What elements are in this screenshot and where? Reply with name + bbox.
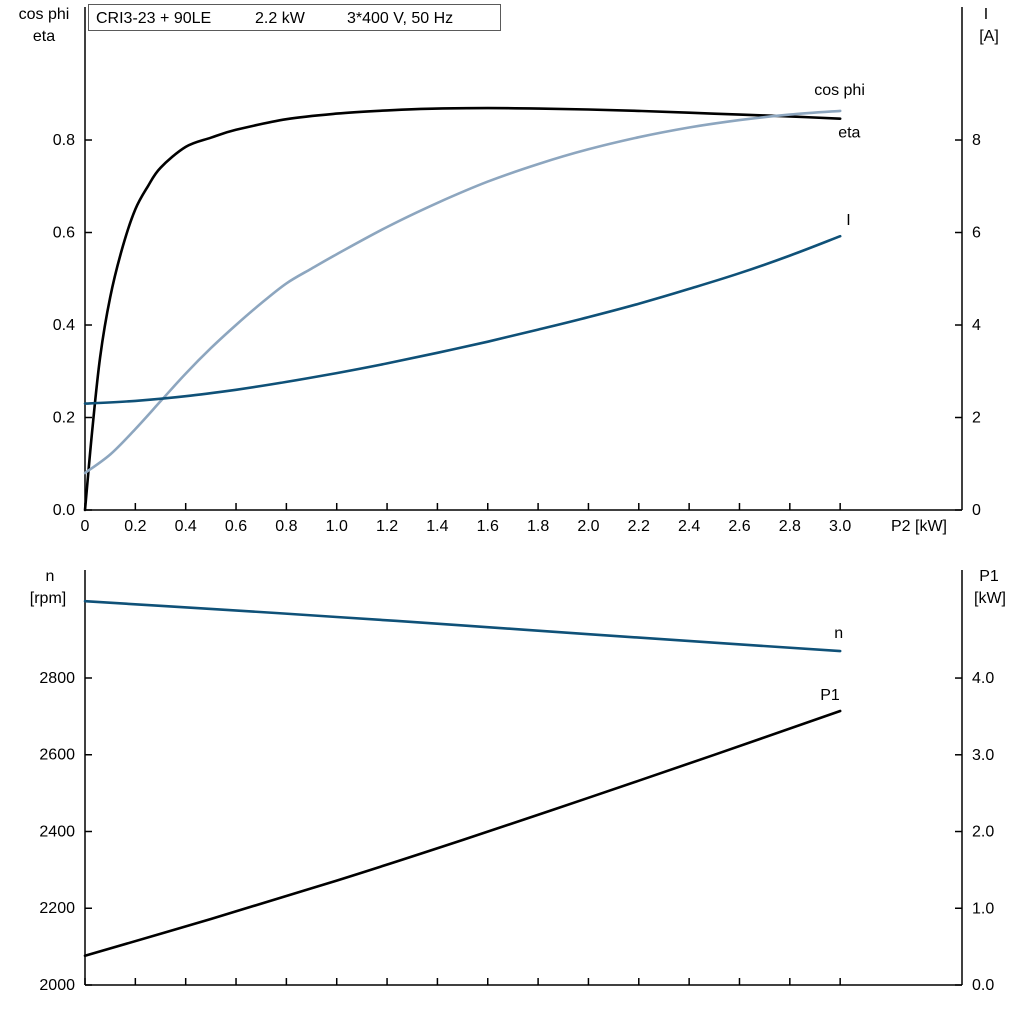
- y-right-tick-label: 0: [972, 502, 981, 519]
- y-right-tick-label: 1.0: [972, 900, 994, 917]
- x-tick-label: 0.4: [175, 518, 197, 535]
- x-tick-label: 2.2: [628, 518, 650, 535]
- series-label-eta: eta: [838, 125, 860, 142]
- y-left-tick-label: 0.2: [53, 410, 75, 427]
- series-label-P1: P1: [820, 687, 840, 704]
- axes: [84, 570, 963, 986]
- pump-power-label: 2.2 kW: [255, 10, 306, 27]
- x-axis-title: P2 [kW]: [891, 518, 947, 535]
- top-left-axis-title-line2: eta: [33, 28, 55, 45]
- y-left-tick-label: 2400: [39, 823, 75, 840]
- series-label-I: I: [846, 212, 850, 229]
- x-tick-label: 1.2: [376, 518, 398, 535]
- top-left-axis-title-line1: cos phi: [19, 6, 70, 23]
- pump-model-label: CRI3-23 + 90LE: [96, 10, 211, 27]
- y-right-tick-label: 8: [972, 132, 981, 149]
- y-right-tick-label: 3.0: [972, 747, 994, 764]
- series-line-eta: [83, 106, 842, 512]
- series-line-P1: [83, 709, 842, 958]
- x-tick-label: 1.6: [477, 518, 499, 535]
- x-tick-label: 2.4: [678, 518, 700, 535]
- y-right-tick-label: 4: [972, 317, 981, 334]
- y-right-tick-label: 2: [972, 410, 981, 427]
- series-label-n: n: [834, 625, 843, 642]
- y-left-tick-label: 2200: [39, 900, 75, 917]
- x-tick-label: 0.8: [275, 518, 297, 535]
- x-tick-label: 0.2: [124, 518, 146, 535]
- y-left-tick-label: 2000: [39, 977, 75, 994]
- top-right-axis-title-line2: [A]: [979, 28, 999, 45]
- series-line-cos-phi: [83, 109, 842, 475]
- bottom-left-axis-title-line1: n: [46, 568, 55, 585]
- series-label-cos-phi: cos phi: [814, 82, 865, 99]
- bottom-left-axis-title-line2: [rpm]: [30, 590, 66, 607]
- y-left-tick-label: 0.0: [53, 502, 75, 519]
- y-right-tick-label: 6: [972, 225, 981, 242]
- x-tick-label: 2.0: [577, 518, 599, 535]
- x-tick-label: 0: [81, 518, 90, 535]
- y-right-tick-label: 0.0: [972, 977, 994, 994]
- x-tick-label: 1.8: [527, 518, 549, 535]
- y-left-tick-label: 0.4: [53, 317, 75, 334]
- top-right-axis-title-line1: I: [984, 6, 988, 23]
- y-right-tick-label: 4.0: [972, 670, 994, 687]
- y-right-tick-label: 2.0: [972, 824, 994, 841]
- pump-voltage-frequency-label: 3*400 V, 50 Hz: [347, 10, 453, 27]
- series-line-I: [83, 234, 842, 405]
- bottom-right-axis-title-line1: P1: [979, 568, 999, 585]
- axes: [84, 7, 963, 511]
- x-tick-label: 2.8: [779, 518, 801, 535]
- x-tick-label: 2.6: [728, 518, 750, 535]
- series-line-n: [83, 599, 842, 653]
- chart-title-box: [88, 4, 501, 31]
- top-chart-power-curves: 0 0.2 0.4 0.6 0.8 1.0 1.2 1.4 1.6 1.8 2.0 2.2 2.4 2.6…: [53, 7, 981, 535]
- x-tick-label: 1.4: [426, 518, 448, 535]
- y-left-tick-label: 0.6: [53, 225, 75, 242]
- x-tick-label: 3.0: [829, 518, 851, 535]
- y-left-tick-label: 0.8: [53, 132, 75, 149]
- x-tick-label: 0.6: [225, 518, 247, 535]
- x-tick-label: 1.0: [326, 518, 348, 535]
- y-left-tick-label: 2800: [39, 670, 75, 687]
- bottom-right-axis-title-line2: [kW]: [974, 590, 1006, 607]
- y-left-tick-label: 2600: [39, 747, 75, 764]
- bottom-chart-speed-power: 2000 2200 2400 2600 2800 0.0 1.0 2.0 3.0 4.0 n P1: [39, 570, 994, 994]
